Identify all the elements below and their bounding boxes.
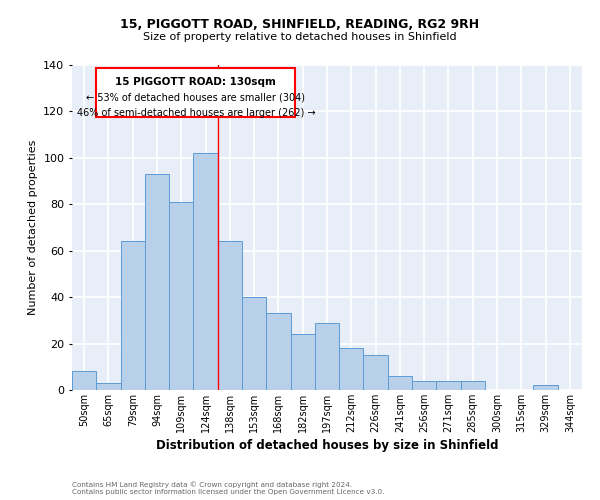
Bar [339,348,364,390]
Bar [388,376,412,390]
Text: ← 53% of detached houses are smaller (304): ← 53% of detached houses are smaller (30… [86,93,305,103]
Text: 15 PIGGOTT ROAD: 130sqm: 15 PIGGOTT ROAD: 130sqm [115,76,276,86]
Bar [169,202,193,390]
Bar [96,68,295,117]
Text: Contains public sector information licensed under the Open Government Licence v3: Contains public sector information licen… [72,489,385,495]
Y-axis label: Number of detached properties: Number of detached properties [28,140,38,315]
Bar [266,314,290,390]
Bar [72,372,96,390]
Bar [436,380,461,390]
Bar [121,242,145,390]
Bar [96,383,121,390]
Bar [218,242,242,390]
Bar [242,297,266,390]
Bar [315,322,339,390]
Bar [412,380,436,390]
Text: Size of property relative to detached houses in Shinfield: Size of property relative to detached ho… [143,32,457,42]
Bar [364,355,388,390]
Bar [533,386,558,390]
X-axis label: Distribution of detached houses by size in Shinfield: Distribution of detached houses by size … [156,439,498,452]
Text: Contains HM Land Registry data © Crown copyright and database right 2024.: Contains HM Land Registry data © Crown c… [72,481,352,488]
Bar [193,153,218,390]
Bar [290,334,315,390]
Bar [145,174,169,390]
Bar [461,380,485,390]
Text: 46% of semi-detached houses are larger (262) →: 46% of semi-detached houses are larger (… [77,108,315,118]
Text: 15, PIGGOTT ROAD, SHINFIELD, READING, RG2 9RH: 15, PIGGOTT ROAD, SHINFIELD, READING, RG… [121,18,479,30]
